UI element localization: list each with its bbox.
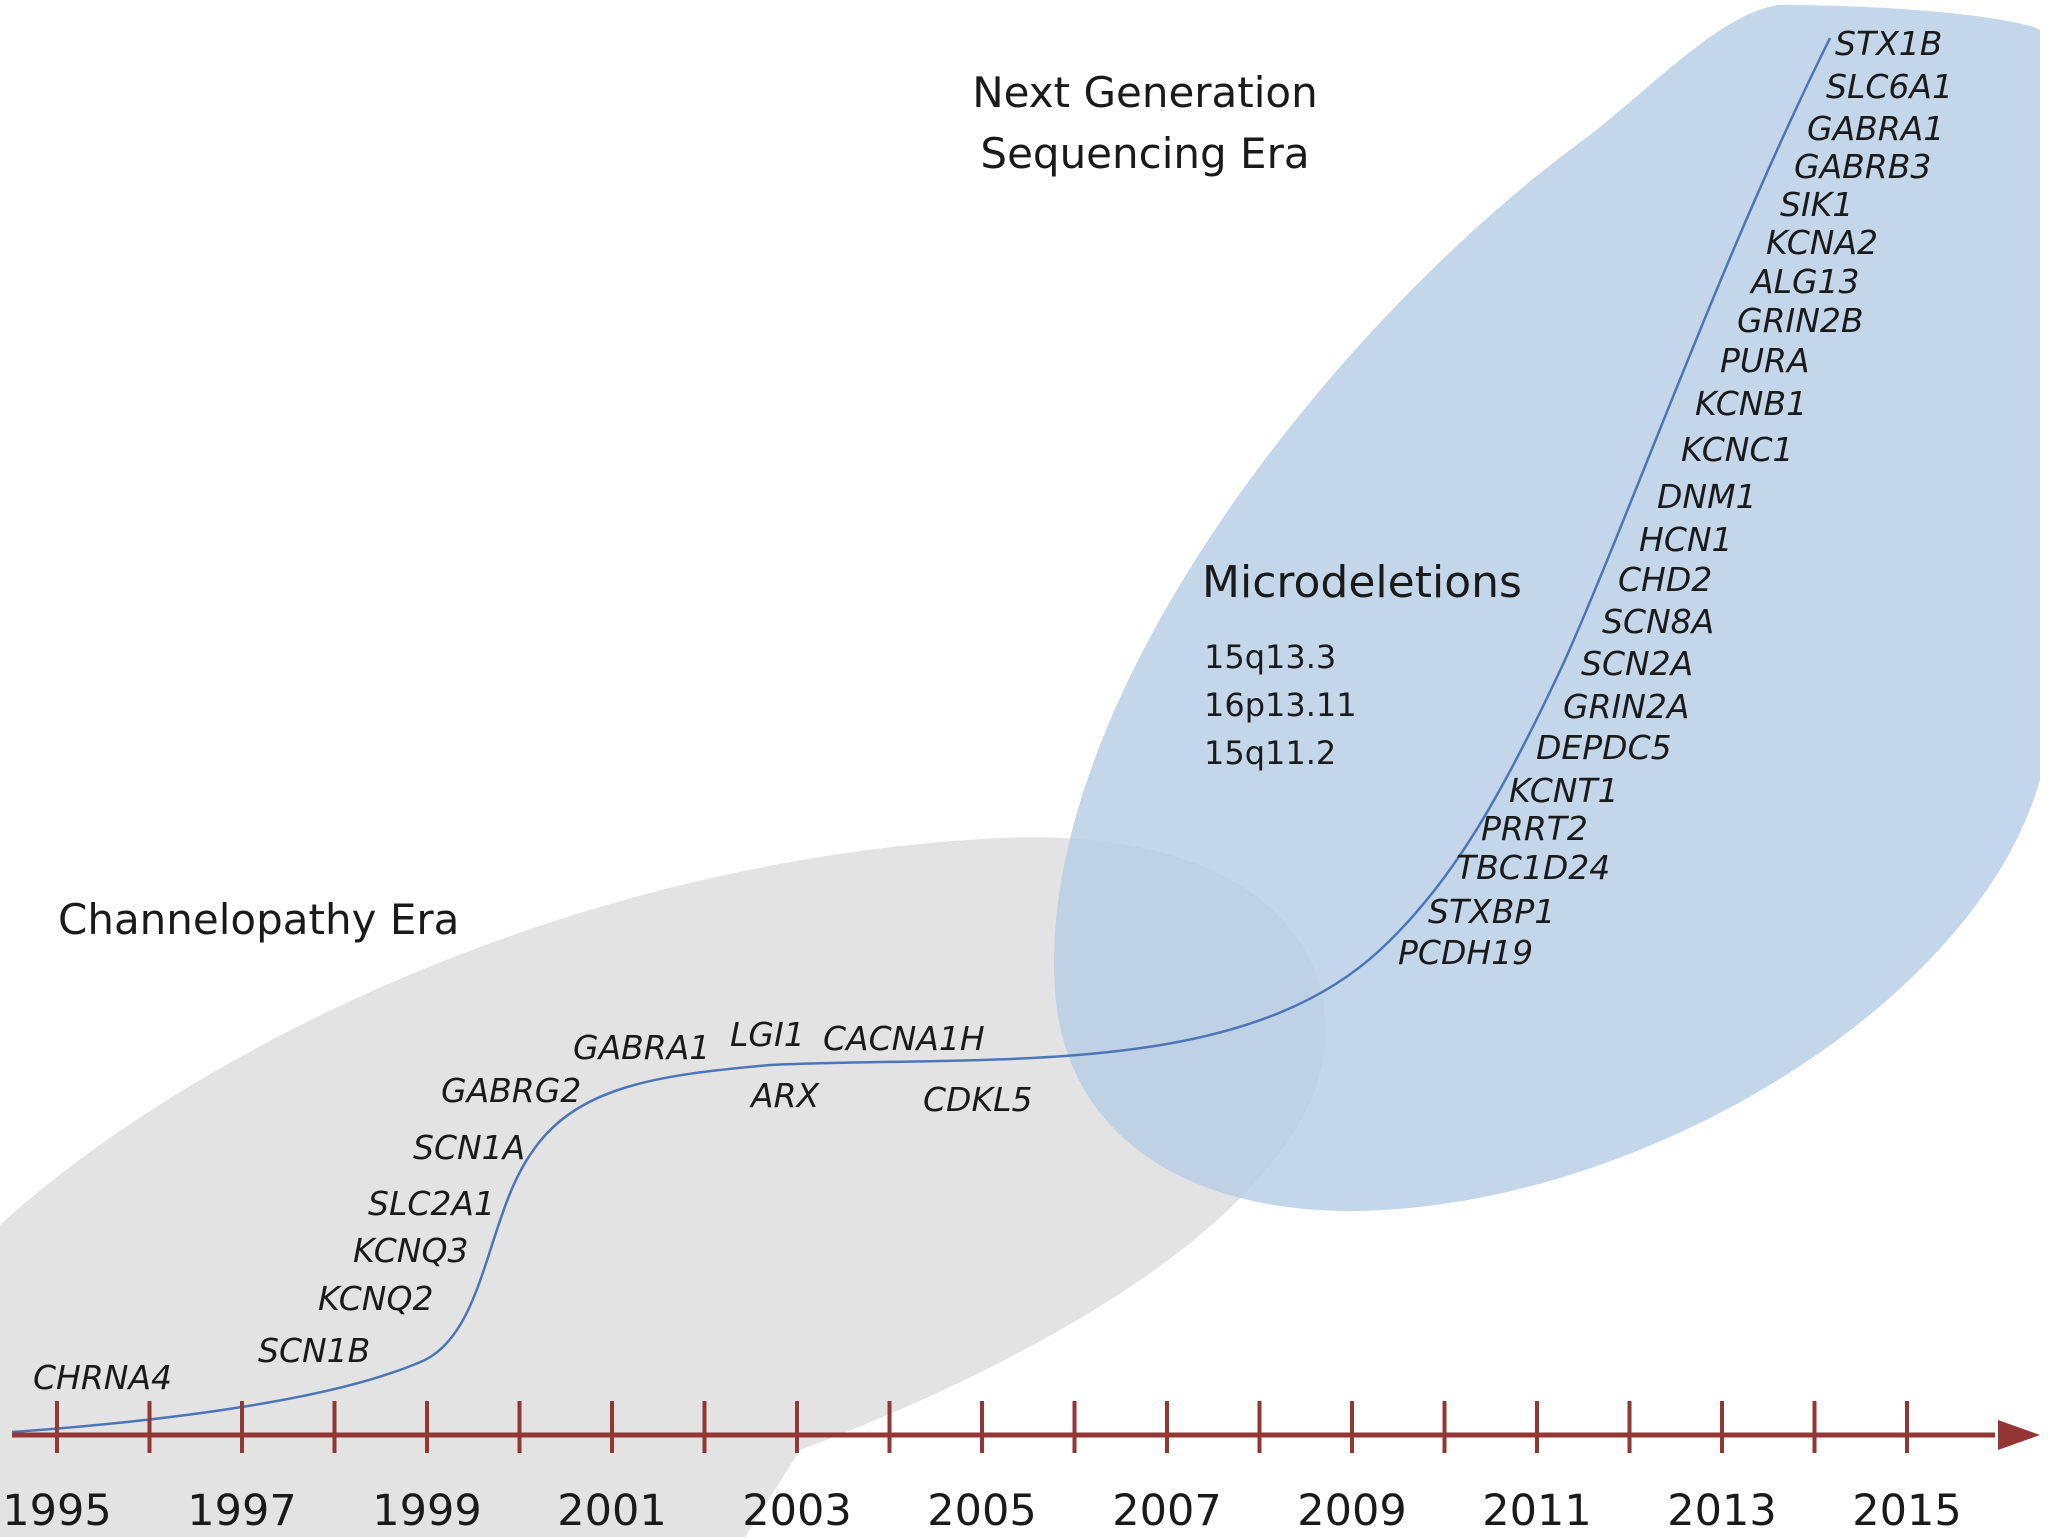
microdeletion-item: 16p13.11	[1204, 686, 1357, 724]
gene-label: SCN2A	[1581, 644, 1693, 683]
gene-label: CHD2	[1618, 560, 1712, 599]
year-label: 2015	[1852, 1486, 1961, 1536]
year-label: 2007	[1112, 1486, 1221, 1536]
gene-label: GABRA1	[1807, 109, 1944, 148]
gene-label: PRRT2	[1481, 809, 1588, 848]
year-label: 2013	[1667, 1486, 1776, 1536]
year-label: 1997	[187, 1486, 296, 1536]
gene-label: ARX	[749, 1076, 821, 1115]
channelopathy-era-title: Channelopathy Era	[58, 895, 459, 944]
gene-label: CDKL5	[923, 1080, 1032, 1119]
microdeletions-title: Microdeletions	[1202, 557, 1522, 608]
gene-label: SCN8A	[1602, 602, 1714, 641]
gene-label: CACNA1H	[823, 1019, 985, 1058]
year-label: 1999	[372, 1486, 481, 1536]
gene-label: KCNT1	[1509, 771, 1619, 810]
year-label: 2005	[927, 1486, 1036, 1536]
year-label: 2011	[1482, 1486, 1591, 1536]
gene-label: SLC6A1	[1826, 67, 1953, 106]
microdeletion-item: 15q13.3	[1204, 638, 1336, 676]
gene-label: SCN1A	[413, 1128, 525, 1167]
ngs-era-region	[1054, 5, 2040, 1211]
gene-label: DEPDC5	[1536, 728, 1672, 767]
timeline-axis: 1995 1997 1999 2001 2003 2005 2007 2009 2011 2013…	[2, 1401, 2040, 1536]
gene-label: GABRA1	[573, 1028, 710, 1067]
gene-label: GRIN2B	[1737, 301, 1864, 340]
gene-label: STXBP1	[1428, 892, 1555, 931]
ngs-era-title-line2: Sequencing Era	[980, 129, 1309, 178]
gene-label: SLC2A1	[368, 1184, 495, 1223]
channelopathy-era-region	[0, 837, 1326, 1537]
gene-label: PURA	[1720, 341, 1810, 380]
gene-label: LGI1	[730, 1015, 805, 1054]
gene-label: KCNC1	[1681, 430, 1794, 469]
ngs-era-title-line1: Next Generation	[972, 68, 1318, 117]
gene-label: SCN1B	[258, 1331, 370, 1370]
gene-label: GABRB3	[1794, 147, 1931, 186]
gene-label: CHRNA4	[33, 1358, 172, 1397]
gene-label: KCNB1	[1695, 384, 1807, 423]
gene-label: KCNA2	[1766, 223, 1878, 262]
gene-label: GRIN2A	[1563, 687, 1690, 726]
gene-label: DNM1	[1657, 477, 1757, 516]
gene-label: GABRG2	[441, 1071, 581, 1110]
year-label: 2009	[1297, 1486, 1406, 1536]
gene-label: STX1B	[1835, 24, 1942, 63]
gene-label: ALG13	[1749, 262, 1860, 301]
gene-label: KCNQ2	[318, 1279, 433, 1318]
timeline-arrowhead	[1998, 1420, 2040, 1450]
gene-label: KCNQ3	[353, 1231, 468, 1270]
gene-label: PCDH19	[1398, 933, 1533, 972]
discovery-curve	[11, 37, 1832, 1434]
year-label: 2001	[557, 1486, 666, 1536]
gene-label: TBC1D24	[1456, 848, 1610, 887]
microdeletion-item: 15q11.2	[1204, 734, 1336, 772]
gene-label: SIK1	[1780, 185, 1853, 224]
year-label: 1995	[2, 1486, 111, 1536]
gene-label: HCN1	[1639, 520, 1733, 559]
year-label: 2003	[742, 1486, 851, 1536]
